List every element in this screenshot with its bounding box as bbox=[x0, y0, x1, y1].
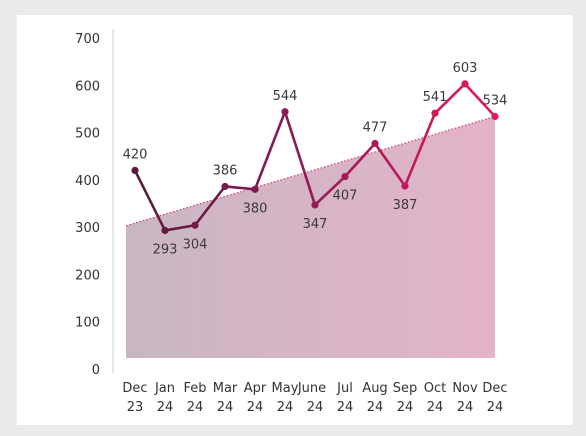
x-tick-labels: Dec23Jan24Feb24Mar24Apr24May24June24Jul2… bbox=[122, 381, 507, 415]
x-tick-month: Aug bbox=[362, 381, 387, 396]
data-label: 387 bbox=[393, 198, 418, 213]
x-tick-month: Jan bbox=[154, 381, 175, 396]
x-tick-month: Mar bbox=[213, 381, 238, 396]
data-label: 407 bbox=[333, 189, 358, 204]
x-tick-year: 24 bbox=[307, 400, 324, 415]
x-tick-month: Dec bbox=[122, 381, 147, 396]
data-label: 541 bbox=[423, 90, 448, 105]
y-tick-label: 0 bbox=[92, 363, 100, 378]
x-tick-year: 24 bbox=[157, 400, 174, 415]
data-point bbox=[161, 226, 169, 235]
data-point bbox=[191, 221, 199, 229]
data-point bbox=[131, 166, 139, 174]
x-tick-month: Jul bbox=[336, 381, 353, 396]
x-tick-year: 24 bbox=[397, 400, 414, 415]
x-tick-month: Feb bbox=[183, 381, 206, 396]
y-tick-label: 700 bbox=[75, 32, 100, 47]
y-tick-label: 300 bbox=[75, 221, 100, 236]
data-label: 380 bbox=[243, 201, 268, 216]
x-tick-year: 24 bbox=[427, 400, 444, 415]
x-tick-month: Sep bbox=[393, 381, 418, 396]
data-label: 544 bbox=[273, 89, 298, 104]
trend-line bbox=[125, 115, 496, 227]
data-point bbox=[341, 172, 349, 181]
chart-card: 0 100 200 300 400 500 600 700 420 293 304 386 380 54… bbox=[17, 15, 573, 425]
data-label: 420 bbox=[123, 147, 148, 162]
trend-area bbox=[125, 115, 496, 358]
x-tick-month: Dec bbox=[482, 381, 507, 396]
data-label: 386 bbox=[213, 163, 238, 178]
data-label: 477 bbox=[363, 120, 388, 135]
data-label: 603 bbox=[453, 61, 478, 76]
x-tick-year: 24 bbox=[217, 400, 234, 415]
x-tick-year: 24 bbox=[337, 400, 354, 415]
x-tick-year: 24 bbox=[487, 400, 504, 415]
x-tick-year: 24 bbox=[457, 400, 474, 415]
trend-area-fill bbox=[126, 116, 495, 358]
x-tick-year: 24 bbox=[187, 400, 204, 415]
data-point bbox=[461, 80, 469, 88]
data-point bbox=[371, 139, 379, 148]
y-tick-label: 600 bbox=[75, 79, 100, 94]
data-label: 304 bbox=[183, 237, 208, 252]
data-point bbox=[221, 182, 229, 191]
x-tick-year: 24 bbox=[247, 400, 264, 415]
data-point bbox=[491, 112, 499, 121]
data-point bbox=[401, 182, 409, 190]
data-labels: 420 293 304 386 380 544 347 407 477 387 541 603 534 bbox=[123, 61, 508, 258]
y-tick-label: 400 bbox=[75, 174, 100, 189]
data-label: 347 bbox=[303, 217, 328, 232]
x-tick-month: Nov bbox=[452, 381, 478, 396]
data-point bbox=[251, 185, 259, 193]
x-tick-month: Oct bbox=[424, 381, 446, 396]
line-chart: 0 100 200 300 400 500 600 700 420 293 304 386 380 54… bbox=[75, 29, 508, 415]
y-tick-labels: 0 100 200 300 400 500 600 700 bbox=[75, 32, 100, 378]
data-point bbox=[281, 108, 289, 116]
x-tick-year: 23 bbox=[127, 400, 144, 415]
y-tick-label: 100 bbox=[75, 316, 100, 331]
x-tick-month: June bbox=[297, 381, 326, 396]
series-points bbox=[131, 80, 499, 235]
x-tick-year: 24 bbox=[367, 400, 384, 415]
data-point bbox=[431, 109, 439, 117]
x-tick-year: 24 bbox=[277, 400, 294, 415]
data-label: 534 bbox=[483, 93, 508, 108]
data-label: 293 bbox=[153, 242, 178, 257]
y-tick-label: 500 bbox=[75, 127, 100, 142]
data-point bbox=[311, 201, 319, 209]
x-tick-month: May bbox=[272, 381, 299, 396]
x-tick-month: Apr bbox=[244, 381, 267, 396]
y-tick-label: 200 bbox=[75, 268, 100, 283]
